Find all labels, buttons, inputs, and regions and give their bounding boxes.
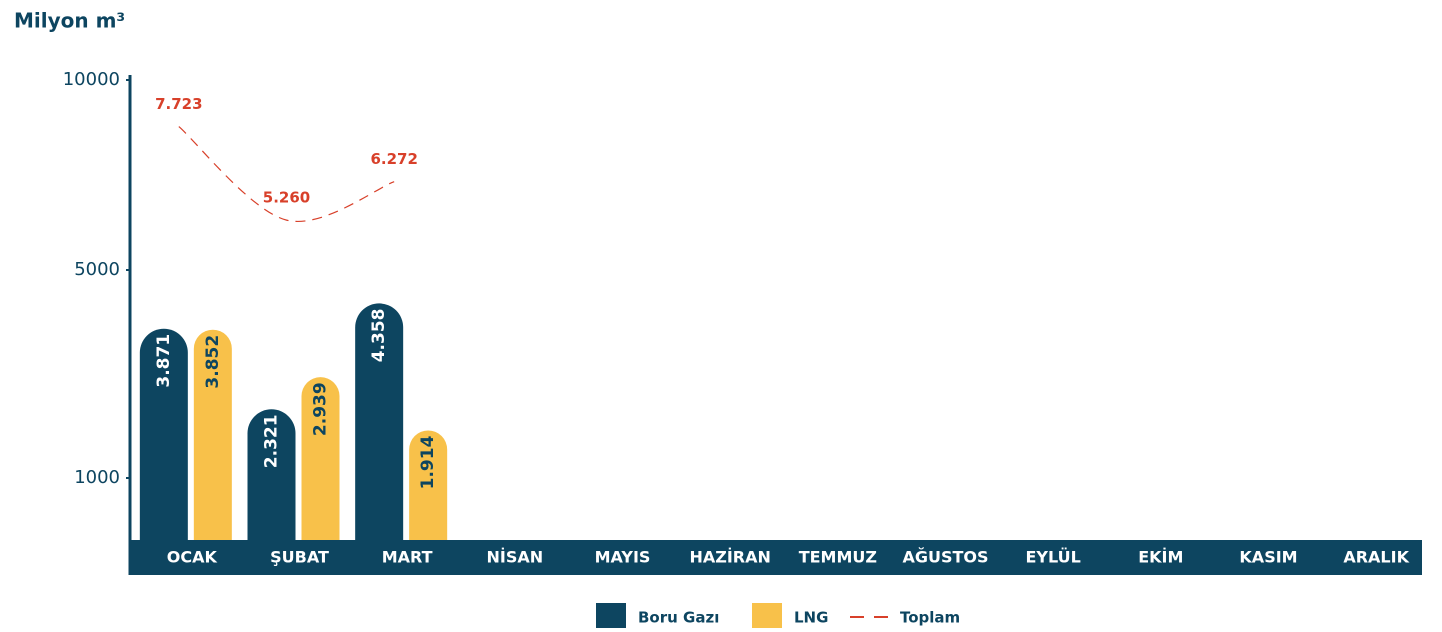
legend-label: Boru Gazı	[638, 609, 719, 627]
y-tick-label: 5000	[74, 259, 120, 280]
category-band	[130, 540, 1422, 575]
bar	[301, 377, 340, 540]
value-label: 1.914	[418, 435, 438, 489]
x-tick-label: ŞUBAT	[270, 548, 329, 567]
bar	[247, 409, 296, 540]
value-label: 3.871	[154, 334, 174, 388]
value-label: 2.321	[262, 414, 282, 468]
x-tick-label: MAYIS	[595, 548, 651, 567]
x-tick-label: TEMMUZ	[799, 548, 877, 567]
bar	[193, 329, 232, 540]
x-tick-label: EKİM	[1138, 548, 1183, 567]
total-line	[178, 126, 395, 223]
x-tick-label: KASIM	[1239, 548, 1297, 567]
value-label: 6.272	[370, 150, 417, 168]
x-tick-label: EYLÜL	[1026, 548, 1081, 567]
x-tick-label: ARALIK	[1343, 548, 1409, 567]
legend-item: Boru Gazı	[596, 603, 719, 631]
bar	[409, 430, 448, 540]
legend-item: LNG	[752, 603, 828, 631]
value-label: 4.358	[369, 308, 389, 362]
legend-label: LNG	[794, 609, 828, 627]
y-tick-label: 10000	[63, 69, 120, 90]
y-tick-label: 1000	[74, 467, 120, 488]
x-tick-label: MART	[382, 548, 433, 567]
x-tick-label: NİSAN	[487, 548, 544, 567]
value-label: 2.939	[311, 382, 331, 436]
x-tick-label: HAZİRAN	[689, 548, 770, 567]
legend-swatch	[752, 603, 782, 631]
value-label: 3.852	[203, 335, 223, 389]
bar	[139, 328, 188, 540]
bar	[355, 303, 404, 540]
value-label: 7.723	[155, 95, 202, 113]
x-tick-label: OCAK	[167, 548, 218, 567]
legend-swatch	[596, 603, 626, 631]
legend-item: Toplam	[850, 609, 960, 627]
x-tick-label: AĞUSTOS	[902, 548, 988, 567]
value-label: 5.260	[263, 189, 310, 207]
y-axis-label: Milyon m³	[14, 9, 125, 33]
legend-label: Toplam	[900, 609, 960, 627]
